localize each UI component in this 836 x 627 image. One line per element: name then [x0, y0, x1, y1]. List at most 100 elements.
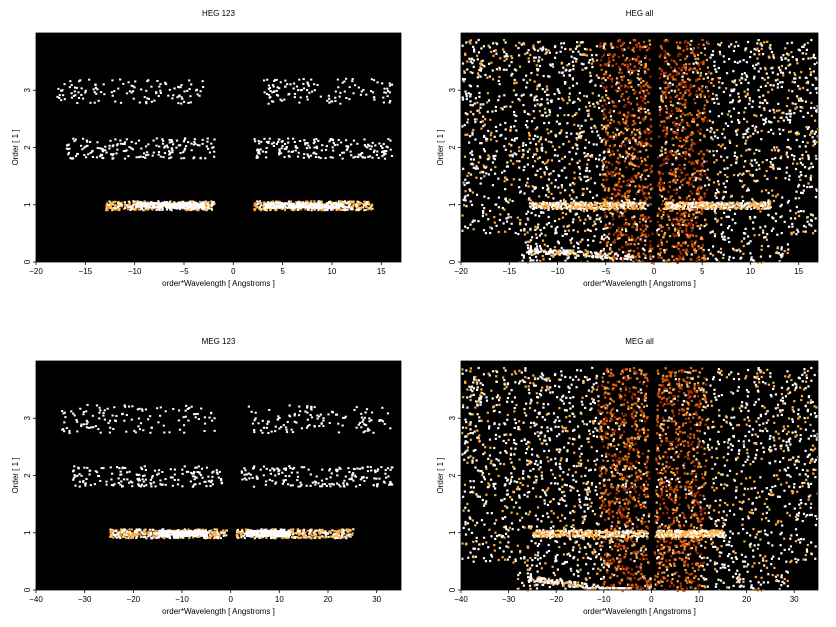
heatmap-pixel	[815, 91, 819, 94]
heatmap-pixel	[511, 154, 514, 157]
heatmap-pixel	[478, 95, 481, 98]
heatmap-pixel	[144, 207, 147, 210]
heatmap-pixel	[674, 259, 677, 262]
heatmap-pixel	[464, 52, 467, 55]
heatmap-pixel	[813, 139, 816, 142]
heatmap-pixel	[287, 137, 290, 140]
heatmap-pixel	[565, 232, 569, 236]
heatmap-pixel	[585, 95, 589, 98]
heatmap-pixel	[498, 95, 501, 98]
heatmap-pixel	[797, 185, 800, 188]
heatmap-pixel	[790, 154, 794, 157]
heatmap-pixel	[344, 139, 348, 142]
heatmap-pixel	[640, 81, 643, 84]
heatmap-pixel	[803, 224, 806, 228]
heatmap-pixel	[493, 172, 497, 175]
heatmap-pixel	[529, 239, 532, 242]
heatmap-pixel	[714, 194, 717, 197]
heatmap-pixel	[523, 233, 527, 236]
heatmap-pixel	[602, 185, 605, 188]
heatmap-pixel	[106, 208, 109, 211]
heatmap-pixel	[658, 55, 661, 58]
heatmap-pixel	[701, 112, 705, 115]
heatmap-pixel	[599, 241, 602, 244]
heatmap-pixel	[363, 143, 366, 146]
heatmap-pixel	[740, 76, 743, 79]
heatmap-pixel	[109, 139, 112, 142]
heatmap-pixel	[603, 150, 606, 153]
heatmap-pixel	[210, 142, 213, 145]
heatmap-pixel	[681, 97, 684, 100]
heatmap-pixel	[805, 150, 808, 153]
heatmap-pixel	[183, 149, 186, 152]
heatmap-pixel	[317, 200, 320, 203]
heatmap-pixel	[695, 161, 699, 164]
heatmap-pixel	[771, 88, 774, 91]
heatmap-pixel	[528, 148, 531, 151]
heatmap-pixel	[587, 244, 590, 247]
heatmap-pixel	[743, 111, 746, 114]
heatmap-pixel	[495, 224, 498, 227]
heatmap-pixel	[657, 156, 660, 159]
heatmap-pixel	[551, 65, 555, 69]
heatmap-pixel	[478, 111, 481, 114]
heatmap-pixel	[478, 91, 481, 95]
heatmap-pixel	[603, 108, 606, 111]
heatmap-pixel	[752, 221, 755, 224]
heatmap-pixel	[67, 153, 70, 156]
heatmap-pixel	[749, 252, 752, 255]
heatmap-pixel	[575, 58, 578, 61]
heatmap-pixel	[184, 137, 187, 140]
heatmap-pixel	[538, 110, 542, 113]
heatmap-pixel	[747, 189, 750, 192]
heatmap-pixel	[797, 48, 800, 51]
heatmap-pixel	[173, 87, 176, 90]
heatmap-pixel	[606, 76, 610, 79]
heatmap-pixel	[132, 200, 135, 203]
heatmap-pixel	[197, 209, 200, 212]
heatmap-pixel	[684, 98, 687, 102]
heatmap-pixel	[300, 201, 303, 204]
heatmap-pixel	[274, 209, 277, 212]
heatmap-pixel	[618, 132, 621, 135]
heatmap-pixel	[550, 225, 553, 228]
heatmap-pixel	[390, 83, 394, 86]
heatmap-pixel	[760, 244, 764, 248]
heatmap-pixel	[190, 142, 193, 145]
heatmap-pixel	[504, 230, 507, 233]
heatmap-pixel	[690, 233, 693, 236]
heatmap-pixel	[658, 110, 662, 113]
heatmap-pixel	[329, 202, 332, 205]
heatmap-pixel	[597, 94, 600, 97]
heatmap-pixel	[758, 149, 761, 152]
heatmap-pixel	[566, 122, 569, 125]
heatmap-pixel	[579, 240, 582, 243]
heatmap-pixel	[536, 149, 539, 153]
heatmap-pixel	[466, 60, 469, 63]
heatmap-pixel	[630, 207, 633, 211]
heatmap-pixel	[621, 259, 625, 262]
heatmap-pixel	[813, 63, 816, 66]
heatmap-pixel	[482, 103, 485, 106]
heatmap-pixel	[182, 100, 186, 103]
heatmap-pixel	[735, 144, 738, 148]
heatmap-pixel	[763, 174, 766, 177]
heatmap-pixel	[676, 128, 679, 131]
heatmap-pixel	[559, 200, 562, 203]
heatmap-pixel	[697, 130, 700, 133]
heatmap-pixel	[538, 40, 541, 43]
heatmap-pixel	[799, 109, 802, 113]
heatmap-pixel	[290, 203, 293, 206]
heatmap-pixel	[508, 198, 511, 201]
heatmap-pixel	[463, 196, 466, 199]
heatmap-pixel	[733, 249, 736, 252]
heatmap-pixel	[543, 121, 546, 125]
heatmap-pixel	[607, 119, 610, 122]
heatmap-pixel	[790, 231, 793, 234]
heatmap-pixel	[616, 210, 619, 213]
heatmap-pixel	[805, 81, 808, 84]
heatmap-pixel	[325, 145, 328, 148]
heatmap-pixel	[767, 130, 770, 134]
heatmap-pixel	[468, 84, 471, 87]
heatmap-pixel	[268, 86, 272, 89]
